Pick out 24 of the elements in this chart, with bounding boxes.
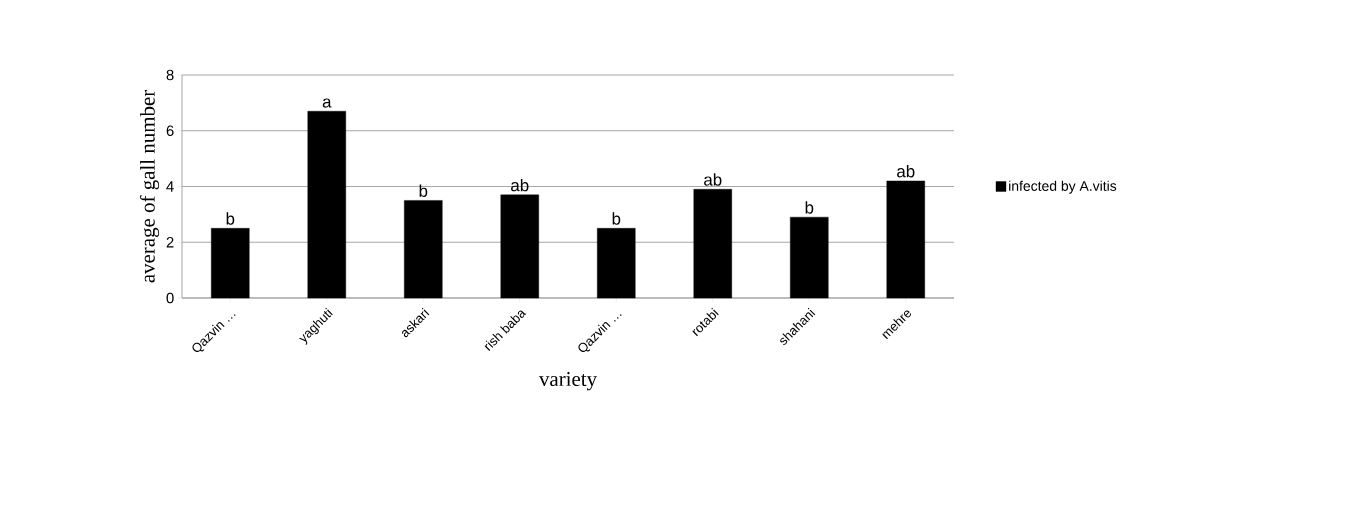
bar: [597, 228, 636, 299]
bar: [211, 228, 250, 299]
bar: [404, 200, 443, 299]
y-tick-label: 8: [166, 69, 174, 81]
data-label: ab: [897, 164, 915, 178]
y-axis-title: average of gall number: [139, 89, 160, 283]
y-tick-label: 2: [166, 237, 174, 248]
data-label: b: [612, 212, 621, 225]
y-tick-label: 6: [166, 125, 174, 137]
data-label: b: [805, 201, 814, 214]
data-label: ab: [704, 173, 722, 186]
bar: [307, 111, 346, 299]
y-tick-label: 4: [166, 181, 174, 192]
data-label: b: [419, 184, 428, 197]
y-tick-label: 0: [166, 292, 174, 304]
data-label: a: [322, 98, 332, 108]
bar: [500, 194, 539, 299]
legend-label: infected by A.vitis: [1009, 180, 1117, 194]
bar: [790, 216, 829, 299]
bar: [886, 180, 925, 299]
data-label: ab: [511, 178, 529, 192]
bar: [693, 189, 732, 299]
x-axis-title: variety: [538, 371, 597, 391]
data-label: b: [226, 212, 235, 225]
